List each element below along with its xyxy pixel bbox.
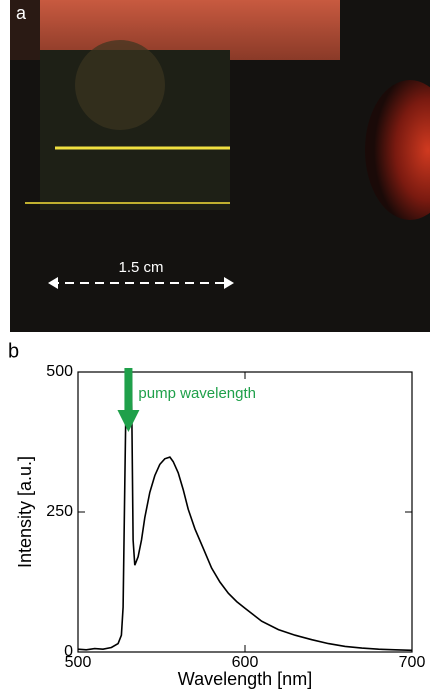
spectrum-line bbox=[77, 371, 413, 652]
x-tick-label: 600 bbox=[232, 654, 259, 671]
pump-arrow-head bbox=[117, 410, 140, 432]
scale-label: 1.5 cm bbox=[118, 259, 163, 276]
y-tick-label: 250 bbox=[46, 503, 73, 520]
x-tick-label: 700 bbox=[399, 654, 426, 671]
panel-label: b bbox=[8, 340, 19, 362]
x-axis-label: Wavelength [nm] bbox=[178, 669, 312, 689]
plot-frame bbox=[77, 371, 413, 653]
y-tick-label: 500 bbox=[46, 363, 73, 380]
annotation: pump wavelength bbox=[138, 385, 256, 402]
chart: b 500 600 700 0 250 500 Wavelength [nm] Intensit… bbox=[8, 340, 425, 688]
x-tick-label: 500 bbox=[65, 654, 92, 671]
pump-arrow-shaft bbox=[124, 368, 133, 410]
panel-label: a bbox=[16, 3, 27, 23]
y-tick-label: 0 bbox=[64, 643, 73, 660]
photo: a 1.5 cm bbox=[10, 0, 430, 332]
y-axis-label: Intensity [a.u.] bbox=[15, 456, 35, 568]
